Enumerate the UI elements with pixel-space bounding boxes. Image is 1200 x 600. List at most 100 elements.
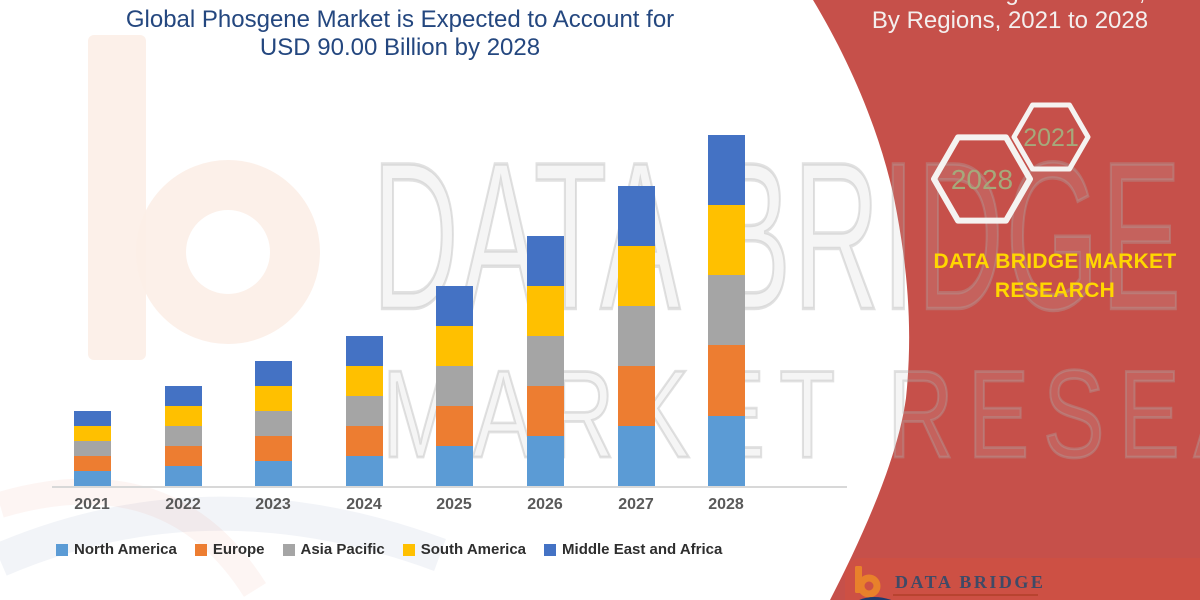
bar-segment-south-america-2027 — [617, 246, 655, 306]
legend-item-europe: Europe — [194, 541, 265, 558]
bar-segment-europe-2027 — [617, 366, 655, 426]
x-axis-label-2021: 2021 — [74, 496, 110, 513]
footer-logo-box: DATA BRIDGE MARKET RESEARCH — [845, 558, 1200, 600]
bar-segment-north-america-2027 — [617, 426, 655, 486]
legend-swatch — [282, 543, 295, 556]
data-bridge-logo-icon — [855, 566, 892, 600]
bar-segment-asia-pacific-2026 — [526, 336, 564, 386]
hexagon-2021 — [1011, 102, 1091, 172]
watermark-swoosh-pink — [0, 478, 266, 597]
banner-heading-line2: By Regions, 2021 to 2028 — [871, 7, 1149, 34]
bar-segment-south-america-2025 — [435, 326, 473, 366]
bar-segment-south-america-2028 — [707, 204, 745, 276]
bar-segment-europe-2021 — [73, 455, 111, 471]
legend-swatch — [402, 543, 415, 556]
footer-brand-name: DATA BRIDGE — [895, 572, 1046, 592]
watermark-swoosh — [0, 496, 446, 576]
bar-segment-europe-2028 — [707, 345, 745, 416]
x-axis-label-2028: 2028 — [708, 496, 744, 513]
bar-segment-north-america-2025 — [435, 446, 473, 486]
legend-label: Europe — [212, 541, 265, 558]
hexagon-2021-label: 2021 — [1023, 124, 1079, 152]
bar-segment-middle-east-and-africa-2025 — [435, 286, 473, 326]
chart-title-line1: Global Phosgene Market is Expected to Ac… — [125, 6, 675, 33]
bar-segment-europe-2026 — [526, 386, 564, 436]
bar-segment-south-america-2026 — [526, 286, 564, 336]
banner-brand-line1: DATA BRIDGE MARKET — [933, 250, 1177, 273]
watermark-b-stem — [88, 35, 146, 360]
background-logo-watermark — [0, 35, 446, 597]
legend-item-asia-pacific: Asia Pacific — [282, 541, 385, 558]
bar-segment-south-america-2021 — [73, 425, 111, 441]
bar-segment-south-america-2022 — [164, 406, 202, 426]
legend-item-south-america: South America — [402, 541, 527, 558]
bar-segment-asia-pacific-2021 — [73, 440, 111, 456]
x-axis-label-2025: 2025 — [436, 496, 472, 513]
banner-brand-line2: RESEARCH — [994, 279, 1116, 302]
bar-segment-north-america-2022 — [164, 466, 202, 486]
bar-2023 — [254, 360, 292, 486]
legend-item-north-america: North America — [56, 541, 177, 558]
red-banner-shape — [813, 0, 1200, 600]
banner-heading-line1: Global Phosgene Market, — [835, 0, 1185, 7]
bar-segment-asia-pacific-2024 — [345, 395, 383, 426]
legend-item-middle-east-and-africa: Middle East and Africa — [544, 541, 722, 558]
bar-segment-middle-east-and-africa-2028 — [707, 134, 745, 205]
bar-2022 — [164, 386, 202, 486]
bar-segment-europe-2024 — [345, 425, 383, 456]
bar-segment-north-america-2026 — [526, 436, 564, 486]
footer-brand-subtitle: MARKET RESEARCH — [895, 598, 1115, 600]
bar-segment-asia-pacific-2027 — [617, 306, 655, 366]
chart-legend: North America Europe Asia Pacific South Ame… — [56, 541, 722, 558]
banner-heading: Global Phosgene Market, By Regions, 2021… — [835, 0, 1185, 35]
x-axis-line — [52, 486, 847, 488]
bar-segment-south-america-2023 — [254, 385, 292, 411]
bar-segment-asia-pacific-2028 — [707, 275, 745, 346]
watermark-b-bowl — [136, 160, 320, 344]
x-axis-label-2026: 2026 — [527, 496, 563, 513]
bar-segment-europe-2025 — [435, 406, 473, 446]
bar-segment-north-america-2021 — [73, 470, 111, 486]
hexagon-2028-label: 2028 — [951, 164, 1013, 195]
bar-segment-asia-pacific-2022 — [164, 426, 202, 446]
bar-segment-north-america-2028 — [707, 415, 745, 486]
bar-2028 — [707, 134, 745, 486]
bar-segment-asia-pacific-2023 — [254, 410, 292, 436]
bar-segment-europe-2022 — [164, 446, 202, 466]
bar-segment-north-america-2024 — [345, 455, 383, 486]
footer-brand-rule — [893, 594, 1038, 596]
legend-swatch — [194, 543, 207, 556]
bar-2024 — [345, 335, 383, 486]
bar-segment-middle-east-and-africa-2024 — [345, 335, 383, 366]
legend-label: Asia Pacific — [300, 541, 385, 558]
legend-swatch — [56, 543, 68, 556]
x-axis-label-2027: 2027 — [618, 496, 654, 513]
hexagon-2028 — [931, 134, 1033, 224]
x-axis-label-2023: 2023 — [255, 496, 291, 513]
legend-label: North America — [74, 541, 177, 558]
banner-brand-text: DATA BRIDGE MARKET RESEARCH — [900, 247, 1200, 305]
legend-label: Middle East and Africa — [562, 541, 723, 558]
x-axis-label-2024: 2024 — [346, 496, 382, 513]
legend-label: South America — [420, 541, 527, 558]
legend-swatch — [544, 543, 557, 556]
logo-swoosh — [859, 597, 892, 600]
bar-2021 — [73, 410, 111, 486]
bar-segment-north-america-2023 — [254, 460, 292, 486]
bar-segment-middle-east-and-africa-2023 — [254, 360, 292, 386]
bar-segment-asia-pacific-2025 — [435, 366, 473, 406]
chart-title-line2: USD 90.00 Billion by 2028 — [259, 34, 541, 61]
bar-2027 — [617, 186, 655, 486]
bar-segment-middle-east-and-africa-2022 — [164, 386, 202, 406]
bar-2025 — [435, 286, 473, 486]
logo-b-bowl — [857, 574, 881, 598]
chart-title: Global Phosgene Market is Expected to Ac… — [20, 6, 780, 62]
bar-segment-middle-east-and-africa-2026 — [526, 236, 564, 286]
bar-segment-middle-east-and-africa-2021 — [73, 410, 111, 426]
x-axis-label-2022: 2022 — [165, 496, 201, 513]
bar-segment-middle-east-and-africa-2027 — [617, 186, 655, 246]
